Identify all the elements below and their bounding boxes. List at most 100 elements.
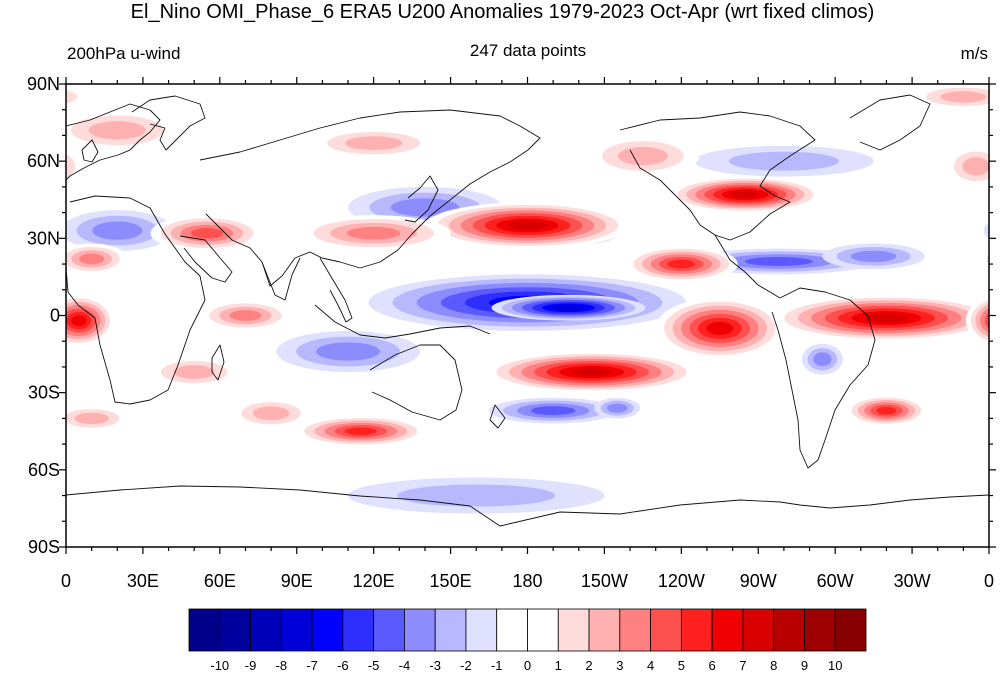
anomaly-contour-20-5: [984, 312, 989, 329]
colorbar-swatch: [588, 608, 621, 652]
coast-scandinavia: [131, 95, 206, 151]
colorbar-label: -10: [210, 658, 229, 673]
map-title: El_Nino OMI_Phase_6 ERA5 U200 Anomalies …: [130, 1, 875, 23]
coast-europe: [66, 103, 161, 181]
anomaly-contour-20-7: [71, 315, 87, 327]
anomaly-contour-22-4: [229, 310, 262, 321]
colorbar-label: -3: [429, 658, 441, 673]
coast-japan: [404, 175, 439, 223]
colorbar-swatch: [373, 608, 405, 652]
colorbar-swatch: [465, 608, 498, 652]
colorbar-label: 1: [555, 658, 562, 673]
colorbar-label: 6: [709, 658, 716, 673]
colorbar-label: -4: [399, 658, 411, 673]
anomaly-contour-12-2: [397, 484, 556, 507]
anomaly-contour-14-4: [346, 226, 401, 240]
anomaly-contour-19-8: [864, 313, 908, 323]
colorbar-swatch: [311, 608, 344, 652]
colorbar-label: 4: [647, 658, 654, 673]
colorbar-label: 5: [678, 658, 685, 673]
colorbar-swatch: [496, 608, 528, 652]
coast-north-america: [619, 111, 816, 241]
anomaly-contour-27-3: [617, 146, 668, 166]
colorbar-swatch: [434, 608, 467, 652]
colorbar-label: 8: [770, 658, 777, 673]
anomaly-contour-11-3: [813, 352, 832, 367]
lon-label: 30E: [127, 571, 159, 591]
anomaly-contour-32-3: [940, 91, 987, 103]
anomaly-contour-30-3: [962, 157, 989, 176]
anomaly-contour-32-1: [66, 85, 92, 108]
lon-label: 30W: [894, 571, 931, 591]
axis-ticks: [59, 77, 996, 554]
anomaly-contour-3-3: [390, 198, 460, 217]
colorbar-label: 9: [801, 658, 808, 673]
colorbar-swatch: [404, 608, 436, 652]
lon-label: 150W: [581, 571, 628, 591]
colorbar-labels: -10 -9 -8 -7 -6 -5 -4 -3 -2 -1 0 1 2 3 4 5 6 7 8 9 10: [210, 658, 842, 673]
lon-label: 0: [61, 571, 71, 591]
lat-label: 60S: [28, 460, 60, 480]
anomaly-contour-29-3: [252, 406, 290, 421]
lon-label: 0: [984, 571, 994, 591]
anomaly-contour-33-3: [74, 412, 109, 425]
colorbar-swatch: [834, 608, 867, 652]
anomaly-contour-9-4: [530, 406, 576, 416]
colorbar: [188, 608, 867, 652]
colorbar-swatch: [527, 608, 559, 652]
anomaly-shading: [66, 84, 1005, 514]
coast-africa: [66, 195, 206, 405]
lat-tick-labels: 90N 60N 30N 0 30S 60S 90S: [27, 74, 60, 557]
anomaly-contour-10-3: [606, 403, 628, 413]
coast-indonesia: [314, 304, 491, 339]
anomaly-contour-33-1: [976, 408, 989, 428]
lon-label: 180: [512, 571, 542, 591]
anomaly-contour-26-3: [88, 121, 146, 140]
anomaly-contour-13-8: [508, 221, 547, 230]
lon-label: 90W: [740, 571, 777, 591]
anomaly-contour-4-3: [92, 221, 143, 240]
colorbar-swatch: [650, 608, 682, 652]
anomaly-contour-2-3: [316, 342, 380, 361]
anomaly-contour-4-1: [983, 222, 989, 240]
colorbar-label: -9: [245, 658, 257, 673]
coast-madagascar: [211, 344, 225, 381]
anomaly-contour-20-6: [990, 312, 1005, 330]
anomaly-contour-1-7: [552, 305, 585, 311]
coast-central-america: [714, 234, 781, 299]
lon-tick-labels: 0 30E 60E 90E 120E 150E 180 150W 120W 90W 60W 30W 0: [61, 571, 994, 591]
colorbar-swatch: [680, 608, 713, 652]
lat-label: 60N: [27, 151, 60, 171]
anomaly-contour-23-6: [344, 427, 378, 435]
anomaly-contour-8-2: [728, 151, 840, 171]
lon-label: 60W: [817, 571, 854, 591]
coast-uk: [81, 139, 99, 163]
lat-label: 30N: [27, 228, 60, 248]
colorbar-label: -6: [337, 658, 349, 673]
anomaly-contour-26-1: [976, 117, 989, 143]
colorbar-label: -5: [368, 658, 380, 673]
colorbar-swatch: [711, 608, 744, 652]
anomaly-contour-16-8: [731, 191, 760, 198]
colorbar-swatch: [619, 608, 651, 652]
anomaly-contour-5-4: [744, 257, 813, 266]
colorbar-swatch: [219, 608, 251, 652]
lat-label: 30S: [28, 383, 60, 403]
colorbar-swatch: [188, 608, 221, 652]
colorbar-swatch: [280, 608, 313, 652]
lon-label: 150E: [430, 571, 472, 591]
units-label: m/s: [960, 44, 988, 63]
colorbar-label: 7: [739, 658, 746, 673]
coast-south-america: [771, 287, 876, 469]
lon-label: 90E: [281, 571, 313, 591]
anomaly-contour-31-1: [978, 248, 989, 270]
coast-antarctica: [66, 485, 989, 527]
lon-label: 120E: [353, 571, 395, 591]
anomaly-contour-32-2: [66, 90, 78, 104]
colorbar-swatch: [804, 608, 836, 652]
coast-indochina: [319, 257, 353, 323]
colorbar-swatch: [250, 608, 282, 652]
anomaly-contour-20-4: [980, 308, 989, 334]
coast-arabia: [179, 235, 233, 283]
lon-label: 60E: [204, 571, 236, 591]
